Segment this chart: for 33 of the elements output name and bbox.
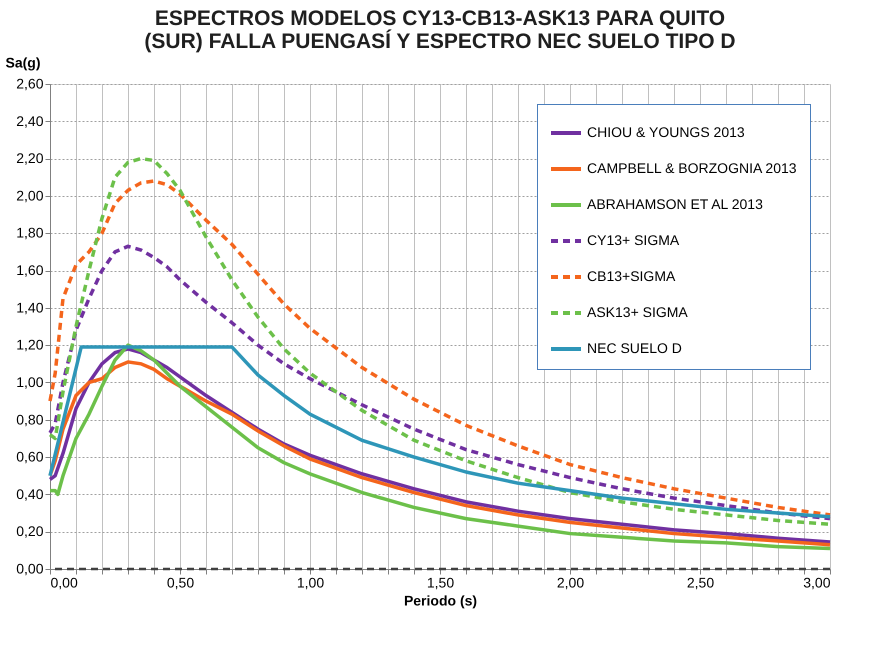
- legend-label: CY13+ SIGMA: [587, 232, 680, 248]
- y-tick-label: 2,20: [16, 150, 44, 166]
- x-axis-title: Periodo (s): [404, 592, 478, 608]
- y-tick-label: 2,60: [16, 76, 44, 92]
- y-tick-label: 0,20: [16, 523, 44, 540]
- x-tick-label: 0,00: [50, 574, 78, 590]
- text: (SUR) FALLA PUENGASÍ Y ESPECTRO NEC SUELO TIPO D: [144, 30, 736, 53]
- legend-label: CHIOU & YOUNGS 2013: [587, 124, 745, 140]
- y-tick-label: 1,80: [16, 224, 44, 241]
- legend-label: NEC SUELO D: [587, 340, 682, 356]
- y-tick-label: 1,40: [16, 299, 44, 316]
- y-tick-label: 2,00: [16, 187, 44, 204]
- y-tick-label: 1,00: [16, 374, 44, 390]
- x-tick-label: 2,00: [556, 574, 584, 590]
- y-tick-label: 0,80: [16, 411, 44, 428]
- x-tick-label: 0,50: [166, 574, 194, 590]
- x-tick-label: 1,50: [426, 574, 454, 590]
- legend-label: ABRAHAMSON ET AL 2013: [587, 196, 764, 212]
- y-tick-label: 1,20: [16, 336, 44, 353]
- legend-label: ASK13+ SIGMA: [587, 304, 688, 320]
- text: ESPECTROS MODELOS CY13-CB13-ASK13 PARA QUITO: [154, 7, 726, 30]
- x-tick-label: 3,00: [803, 574, 831, 590]
- y-axis-title: Sa(g): [6, 54, 40, 70]
- x-tick-label: 1,00: [296, 574, 324, 590]
- y-tick-label: 2,40: [16, 112, 44, 129]
- legend-label: CB13+SIGMA: [587, 268, 676, 284]
- legend-label: CAMPBELL & BORZOGNIA 2013: [587, 160, 797, 176]
- y-tick-label: 0,00: [16, 560, 44, 576]
- x-tick-label: 2,50: [686, 574, 714, 590]
- y-tick-label: 0,60: [16, 448, 44, 465]
- y-tick-label: 0,40: [16, 486, 44, 502]
- line-series: [48, 244, 832, 520]
- y-tick-label: 1,60: [16, 262, 44, 278]
